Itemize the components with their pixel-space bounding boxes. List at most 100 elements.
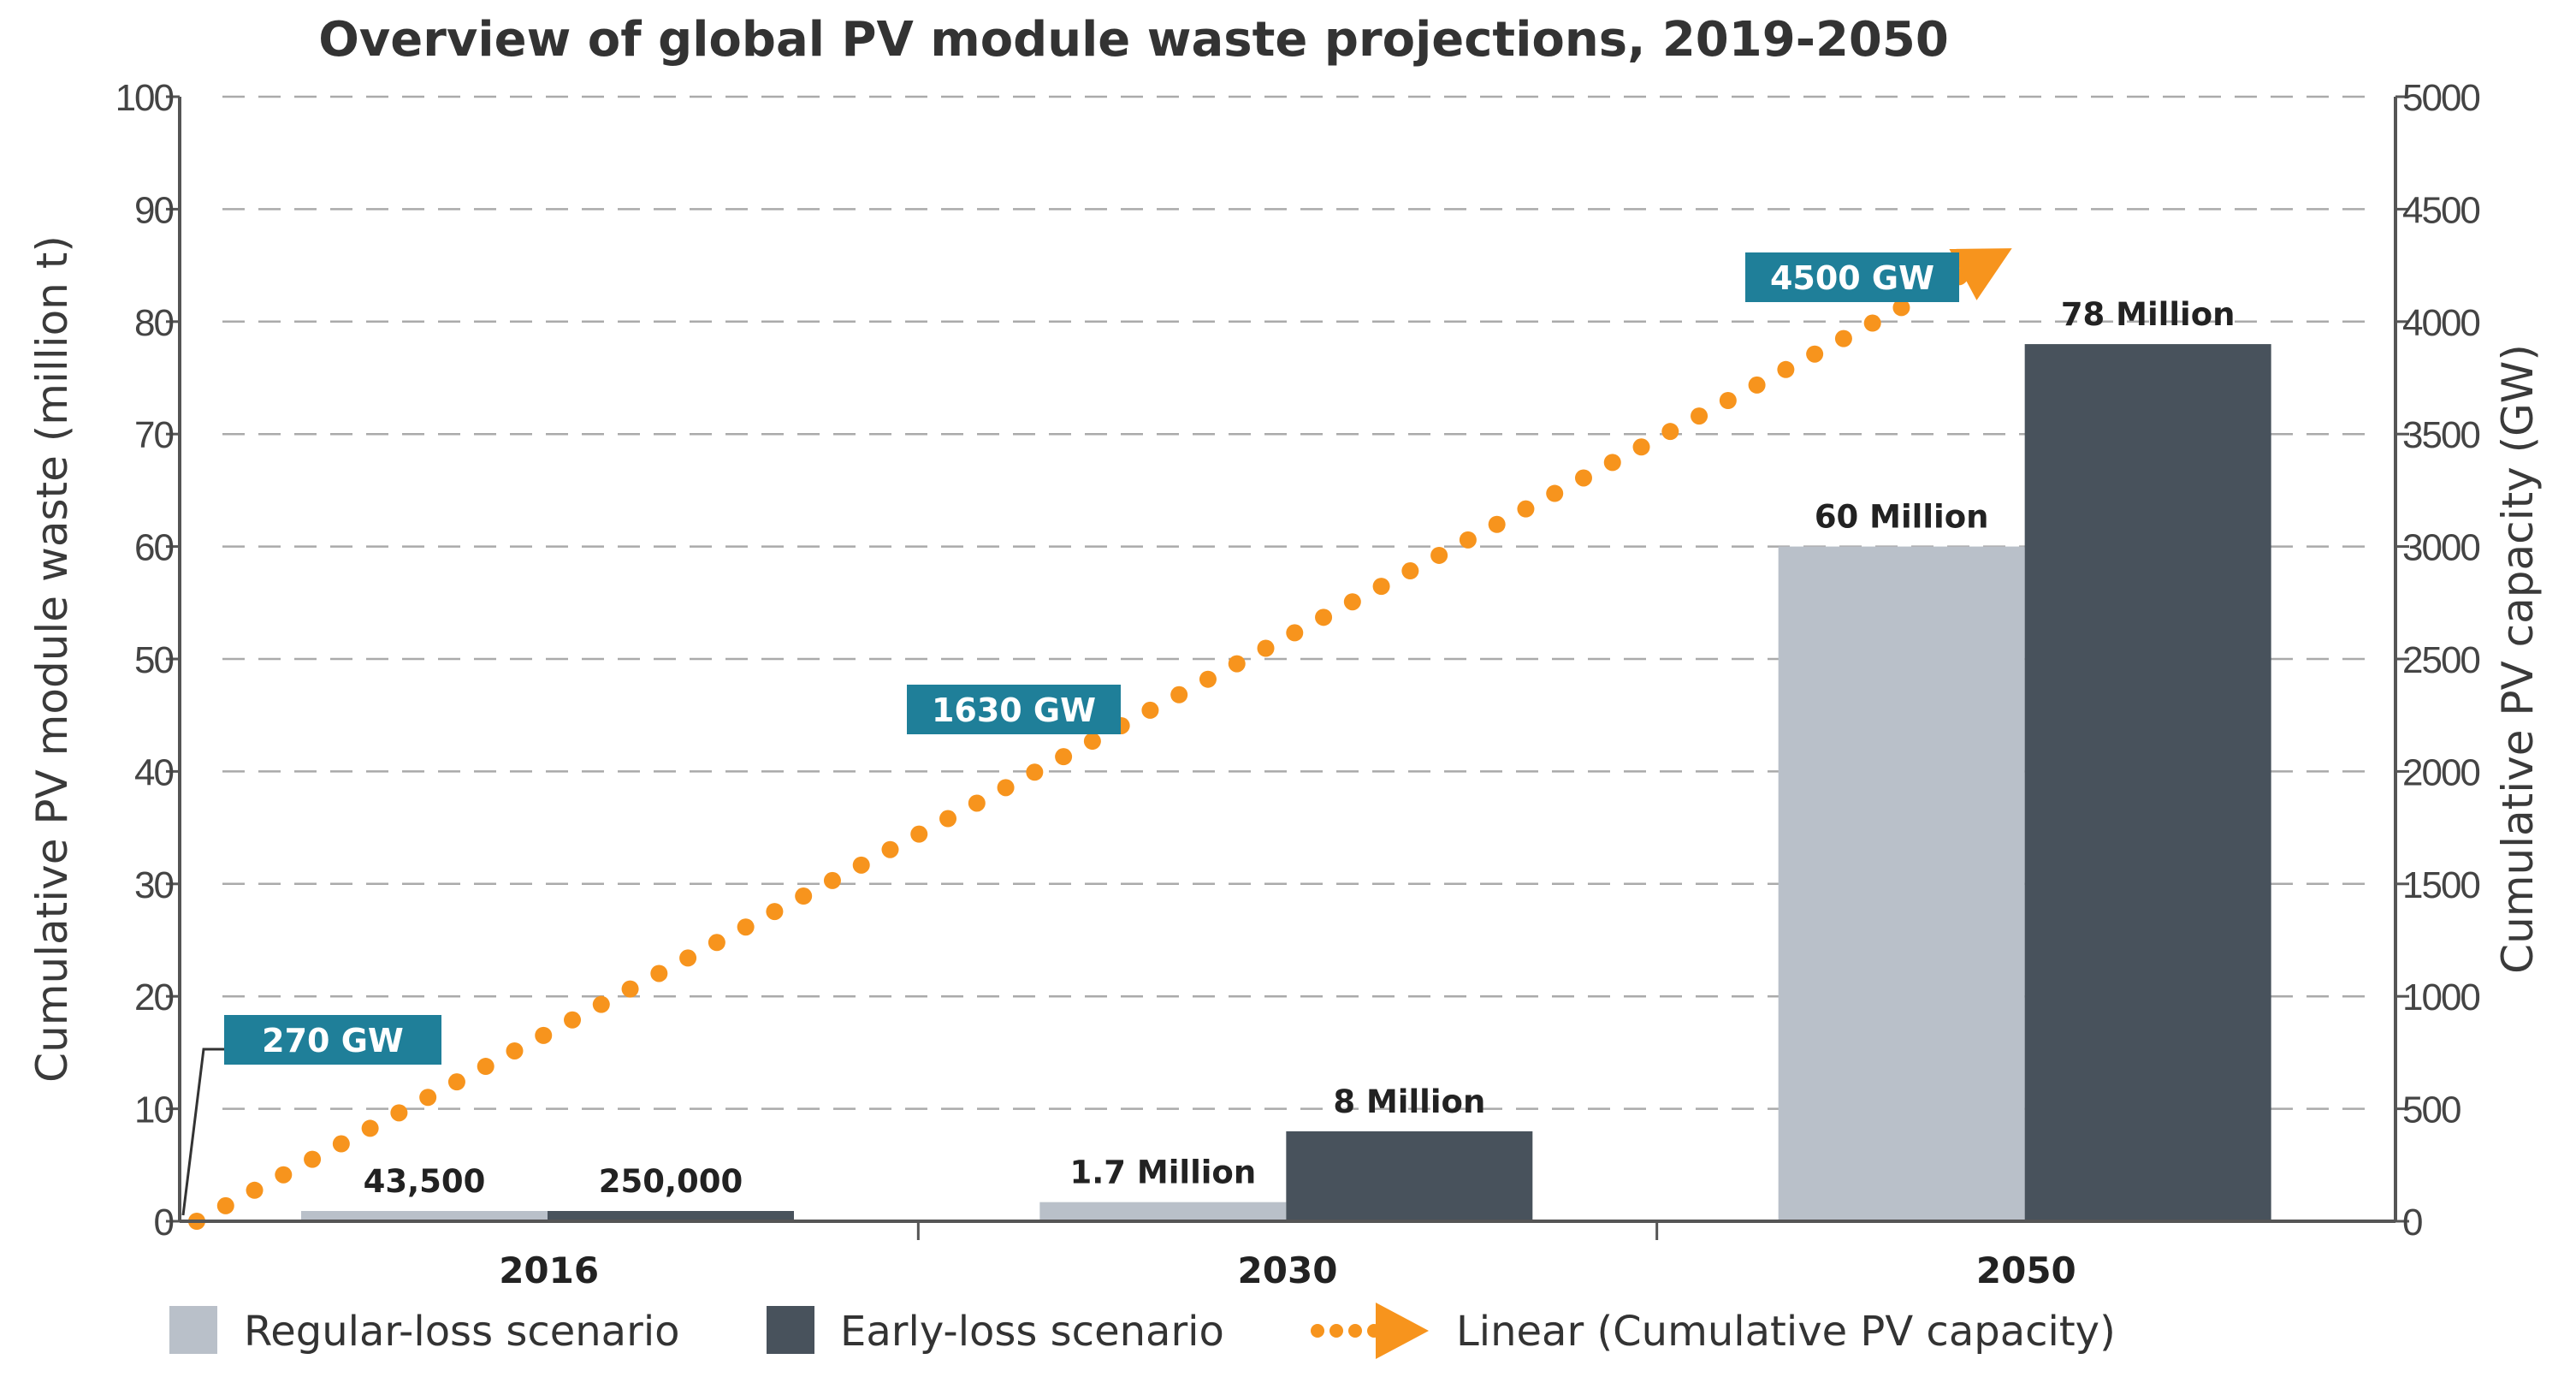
legend-label-early: Early-loss scenario: [840, 1308, 1224, 1356]
left-tick-label: 0: [154, 1202, 174, 1243]
right-tick-label: 4500: [2402, 189, 2479, 231]
trend-dot: [1141, 701, 1159, 719]
trend-dot: [737, 918, 755, 936]
trend-dot: [361, 1119, 379, 1137]
trend-dot: [1083, 733, 1101, 751]
callout-box-0: [224, 1015, 441, 1065]
trend-dot: [1372, 578, 1390, 596]
trend-dot: [1430, 546, 1448, 564]
callout-box-1: [907, 685, 1121, 734]
trend-dot: [1517, 500, 1535, 518]
trend-dot: [1834, 329, 1852, 347]
bar-regular-2030: [1039, 1202, 1287, 1221]
trend-dot: [1315, 608, 1333, 626]
right-tick-label: 0: [2402, 1202, 2422, 1243]
trend-dot: [1286, 624, 1304, 642]
right-tick-labels: 0 500 1000 1500 2000 2500 3000 3500 4000 4500 5000: [2402, 77, 2481, 1243]
callout-text-0: 270 GW: [262, 1022, 404, 1059]
bar-regular-2050: [1778, 546, 2025, 1221]
y-axis-label: Cumulative PV module waste (million t): [27, 235, 77, 1083]
data-label-regular-2016: 43,500: [364, 1163, 486, 1200]
trend-dot: [216, 1196, 234, 1214]
trend-dot: [332, 1135, 350, 1153]
trend-dot: [910, 825, 928, 843]
trend-dot: [1488, 515, 1506, 533]
legend-swatch-regular: [169, 1306, 217, 1354]
legend-label-regular: Regular-loss scenario: [244, 1308, 680, 1356]
trend-dot: [564, 1011, 582, 1029]
category-label-2016: 2016: [499, 1249, 599, 1291]
left-tick-label: 50: [134, 639, 173, 681]
bar-early-2050: [2024, 344, 2271, 1222]
left-tick-label: 90: [134, 189, 173, 231]
right-tick-label: 500: [2402, 1089, 2461, 1131]
trend-dot: [477, 1058, 494, 1076]
bar-data-labels: 43,500 250,000 1.7 Million 8 Million 60 Mill…: [364, 296, 2235, 1200]
trend-dot: [1459, 531, 1477, 549]
callout-box-2: [1745, 252, 1959, 302]
trend-dot: [823, 871, 841, 889]
bars: [301, 344, 2271, 1222]
data-label-regular-2050: 60 Million: [1815, 499, 1989, 536]
capacity-callouts: 270 GW 1630 GW 4500 GW: [181, 252, 1959, 1216]
trend-dot: [1199, 670, 1217, 688]
callout-text-1: 1630 GW: [932, 691, 1096, 729]
trend-dot: [592, 995, 610, 1013]
trend-dot: [1892, 299, 1910, 317]
trend-dot: [1574, 469, 1592, 487]
trend-arrowhead: [1949, 248, 2012, 300]
trend-dot: [1661, 423, 1679, 441]
trend-dot: [419, 1089, 437, 1107]
chart-title: Overview of global PV module waste proje…: [318, 12, 1949, 68]
trend-dot: [1863, 314, 1881, 332]
left-tick-label: 80: [134, 302, 173, 344]
data-label-early-2016: 250,000: [599, 1163, 743, 1200]
legend: Regular-loss scenario Early-loss scenari…: [169, 1303, 2116, 1359]
trend-dot: [506, 1042, 524, 1059]
left-tick-label: 10: [134, 1089, 173, 1131]
legend-swatch-linear: [1311, 1303, 1429, 1359]
trend-dot: [708, 934, 725, 952]
left-tick-label: 100: [115, 77, 174, 119]
y2-axis-label: Cumulative PV capacity (GW): [2493, 344, 2543, 974]
trend-dot: [1719, 391, 1737, 409]
trend-dot: [1026, 763, 1044, 781]
trend-dot: [447, 1073, 465, 1091]
trend-line: [188, 248, 2012, 1230]
right-tick-label: 1000: [2402, 976, 2479, 1018]
trend-dot: [1170, 686, 1188, 703]
trend-dot: [1055, 748, 1073, 766]
trend-dot: [679, 949, 697, 967]
trend-dot: [1777, 360, 1795, 378]
trend-dot: [1546, 484, 1564, 502]
trend-dot: [1603, 454, 1621, 472]
trend-dot: [881, 840, 899, 858]
trend-dot: [621, 980, 639, 998]
trend-dot: [997, 779, 1015, 797]
callout-text-2: 4500 GW: [1770, 259, 1934, 297]
bar-early-2030: [1286, 1131, 1533, 1221]
right-tick-label: 3500: [2402, 414, 2479, 456]
right-tick-label: 3000: [2402, 527, 2479, 569]
left-tick-label: 40: [134, 751, 173, 793]
gridlines: [166, 95, 2409, 1240]
trend-dot: [535, 1026, 553, 1044]
left-tick-label: 30: [134, 864, 173, 906]
data-label-early-2050: 78 Million: [2061, 296, 2235, 333]
trend-dot: [1343, 593, 1361, 611]
category-labels: 2016 2030 2050: [499, 1249, 2076, 1291]
trend-dot: [390, 1104, 408, 1122]
data-label-regular-2030: 1.7 Million: [1069, 1154, 1256, 1191]
right-tick-label: 2500: [2402, 639, 2479, 681]
trend-dot: [766, 903, 784, 921]
trend-dot: [1691, 407, 1708, 425]
bar-early-2016: [548, 1211, 794, 1221]
trend-dot: [275, 1166, 293, 1184]
trend-dot: [968, 794, 986, 812]
left-tick-label: 60: [134, 527, 173, 569]
trend-dot: [304, 1150, 322, 1168]
data-label-early-2030: 8 Million: [1333, 1083, 1485, 1120]
right-tick-label: 1500: [2402, 864, 2479, 906]
trend-dot: [852, 856, 870, 874]
